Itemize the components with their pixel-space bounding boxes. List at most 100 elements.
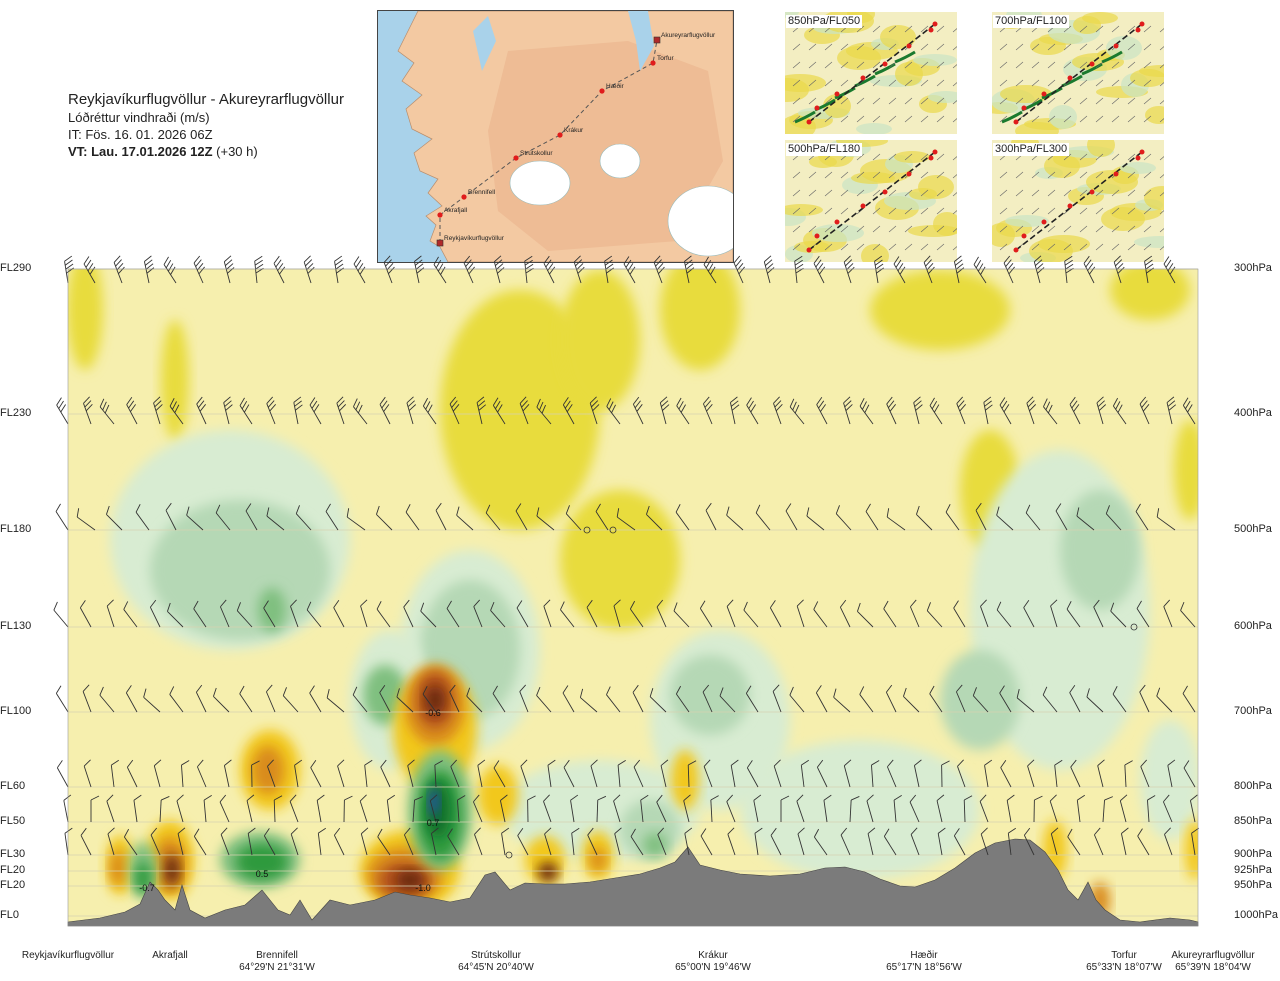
thumb-route-point (806, 119, 812, 125)
wind-barb (1112, 686, 1127, 713)
thumb-barb (840, 115, 849, 123)
fl-label: FL290 (0, 262, 32, 274)
glacier-vatnajokull (667, 185, 733, 257)
wind-barb (434, 760, 443, 788)
thumb-barb (1111, 97, 1120, 105)
thumb-route-point (814, 105, 820, 111)
wind-barb (813, 828, 828, 856)
wind-barb (433, 256, 447, 284)
thumb-barb (904, 207, 913, 215)
wind-barb (376, 601, 391, 628)
wind-barb (755, 504, 771, 531)
wind-barb (996, 601, 1012, 628)
thumb-barb (1111, 25, 1120, 33)
contour-label: -0.7 (139, 883, 155, 893)
calm-marker (1130, 623, 1138, 631)
thumb-barb (999, 243, 1008, 251)
thumb-route-point (1013, 247, 1019, 253)
wind-barb (813, 255, 826, 284)
wind-barb (703, 759, 713, 788)
wind-barb (710, 795, 719, 823)
wind-barb (1105, 505, 1122, 531)
wind-barb (586, 599, 598, 628)
wind-barb (56, 760, 69, 788)
wind-barb (753, 794, 762, 823)
thumb-barb (1031, 243, 1040, 251)
thumb-barb (1015, 171, 1024, 179)
thumb-route-point (1021, 105, 1027, 111)
thumb-barb (888, 189, 897, 197)
wind-barb (167, 602, 184, 628)
thumb-barb (920, 115, 929, 123)
thumb-barb (872, 171, 881, 179)
velocity-area (258, 588, 286, 632)
thumb-barb (888, 225, 897, 233)
wind-barb (1042, 686, 1058, 713)
wind-barb (660, 759, 669, 788)
wind-barb (617, 760, 626, 788)
wind-barb (785, 503, 798, 531)
issue-time: IT: Fös. 16. 01. 2026 06Z (68, 127, 213, 142)
thumbnail-850hpa[interactable]: 850hPa/FL050 (785, 12, 957, 134)
map-point-label: Akureyrarflugvöllur (661, 32, 716, 39)
wind-barb (476, 396, 487, 425)
thumb-barb (936, 189, 945, 197)
wind-barb (429, 794, 438, 823)
wind-barb (562, 685, 575, 713)
wind-barb (289, 794, 299, 823)
wind-barb (420, 602, 437, 628)
thumb-barb (1143, 189, 1152, 197)
thumb-barb (808, 225, 817, 233)
wind-barb (1139, 396, 1150, 425)
wind-barb (629, 600, 644, 628)
wind-barb (99, 398, 115, 425)
wind-barb (126, 759, 138, 788)
wind-barb (1033, 795, 1043, 823)
wind-barb (169, 398, 184, 425)
thumb-barb (1159, 64, 1164, 69)
thumb-barb (1047, 207, 1056, 215)
thumb-barb (824, 207, 833, 215)
thumbnail-500hpa[interactable]: 500hPa/FL180 (785, 140, 957, 262)
wind-barb (176, 794, 184, 823)
contour-label: -1.0 (415, 883, 431, 893)
wind-barb (163, 256, 177, 284)
wind-barb (407, 759, 415, 788)
thumb-barb (904, 25, 913, 33)
wind-barb (83, 759, 92, 788)
wind-barb (1135, 503, 1149, 531)
thumb-barb (856, 115, 865, 123)
wind-barb (53, 601, 69, 628)
wind-barb (501, 827, 510, 856)
field-patch (1000, 85, 1052, 103)
thumb-barb (1159, 174, 1164, 179)
thumb-barb (1015, 207, 1024, 215)
wind-barb (800, 759, 810, 788)
thumbnail-700hpa[interactable]: 700hPa/FL100 (992, 12, 1164, 134)
pressure-label: 700hPa (1234, 705, 1272, 717)
wind-barb (1050, 599, 1058, 628)
thumb-barb (1159, 100, 1164, 105)
location-coord: 64°29'N 21°31'W (239, 962, 315, 973)
thumb-barb (1063, 189, 1072, 197)
calm-marker (609, 526, 617, 534)
wind-barb (353, 398, 368, 425)
wind-barb (705, 502, 717, 531)
wind-barb (153, 396, 163, 425)
wind-barb (326, 689, 345, 713)
wind-barb (754, 827, 763, 856)
thumbnail-300hpa[interactable]: 300hPa/FL300 (992, 140, 1164, 262)
wind-barb (700, 828, 713, 856)
wind-barb (309, 397, 322, 425)
wind-barb (1006, 794, 1015, 823)
wind-barb (524, 255, 534, 284)
thumb-barb (904, 189, 913, 197)
wind-barb (913, 396, 923, 425)
wind-barb (587, 827, 598, 856)
route-point-marker (557, 132, 563, 138)
wind-barb (135, 504, 150, 531)
wind-barb (563, 759, 575, 788)
wind-barb (1166, 396, 1177, 425)
thumb-barb (840, 43, 849, 51)
wind-barb (1054, 759, 1063, 788)
